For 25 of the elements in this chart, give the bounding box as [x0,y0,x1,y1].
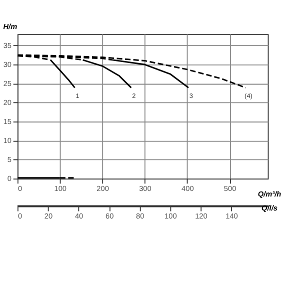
x2-tick-label: 20 [44,212,53,221]
x-tick-label: 200 [96,184,109,193]
y-tick-label: 0 [7,174,12,183]
y-tick-label: 35 [3,40,12,50]
x2-tick-label: 60 [105,212,114,221]
y-tick-label: 20 [3,98,12,107]
x2-tick-label: 40 [74,212,84,221]
x-tick-label: 500 [224,184,236,193]
x-tick-label: 100 [54,184,67,193]
x2-tick-label: 120 [195,212,208,221]
y-tick-label: 25 [3,78,12,88]
y-tick-label: 5 [7,154,12,164]
x2-tick-label: 140 [226,212,238,221]
x2-tick-label: 80 [136,212,144,221]
x-tick-label: 400 [182,184,194,193]
y-tick-label: 30 [3,60,12,69]
x-axis-title: Q/m³/h [258,190,282,199]
x2-axis-title: Q/l/s [262,203,278,212]
x2-tick-label: 0 [18,212,22,221]
y-axis-title: H/m [3,22,18,32]
x-tick-label: 0 [18,184,22,193]
y-tick-label: 10 [3,136,12,145]
x2-tick-label: 100 [164,212,177,221]
y-tick-label: 15 [3,116,12,126]
x-tick-label: 300 [139,184,152,193]
